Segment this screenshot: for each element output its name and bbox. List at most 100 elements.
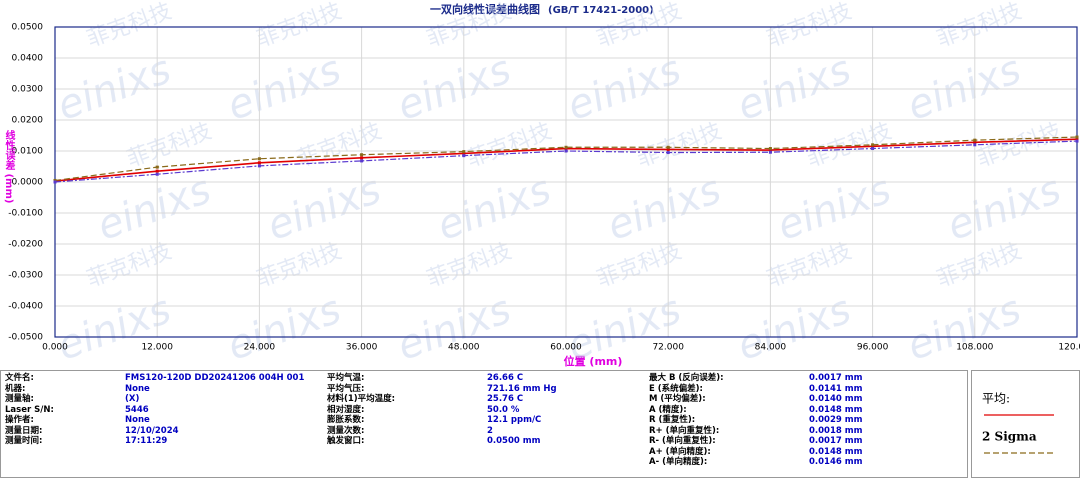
watermark-text: 菲克科技 — [594, 239, 685, 293]
info-value: 26.66 C — [487, 373, 524, 383]
y-tick-label: 0.0300 — [12, 85, 44, 95]
watermark-text: 菲克科技 — [84, 0, 175, 52]
x-tick-label: 120.000 — [1058, 343, 1080, 353]
watermark-text: einixs — [391, 47, 516, 130]
watermark-text: einixs — [221, 287, 346, 370]
watermark-text: 菲克科技 — [934, 239, 1025, 293]
info-label: 机器: — [5, 383, 26, 394]
watermark-text: 菲克科技 — [424, 239, 515, 293]
data-point — [155, 165, 159, 169]
watermark-text: einixs — [901, 287, 1026, 370]
y-tick-label: -0.0200 — [8, 240, 43, 250]
info-value: 0.0029 mm — [809, 415, 863, 425]
data-point — [257, 157, 261, 161]
legend: 平均: 2 Sigma — [971, 370, 1080, 478]
data-point — [257, 161, 261, 165]
data-point — [973, 140, 977, 144]
watermark-text: einixs — [901, 47, 1026, 130]
x-tick-label: 72.000 — [652, 343, 684, 353]
info-value: 0.0148 mm — [809, 404, 863, 415]
info-label: E (系统偏差): — [649, 383, 703, 394]
watermark-text: 菲克科技 — [764, 0, 855, 52]
info-value: 0.0017 mm — [809, 373, 863, 383]
x-tick-label: 48.000 — [448, 343, 480, 353]
x-tick-label: 96.000 — [857, 343, 889, 353]
info-label: 操作者: — [5, 415, 34, 425]
data-point — [564, 145, 568, 149]
watermark-text: einixs — [601, 167, 726, 250]
y-axis-label: 线性误差 (mm) — [3, 130, 14, 204]
data-point — [1075, 135, 1079, 139]
watermark-text: 菲克科技 — [294, 119, 385, 173]
info-label: 平均气压: — [327, 383, 365, 394]
watermark-text: einixs — [391, 287, 516, 370]
data-point — [155, 172, 159, 176]
data-point — [1075, 139, 1079, 143]
watermark-text: 菲克科技 — [254, 239, 345, 293]
info-label: 最大 B (反向误差): — [649, 373, 724, 383]
data-point — [666, 151, 670, 155]
watermark-text: einixs — [731, 47, 856, 130]
info-value: 0.0146 mm — [809, 457, 863, 467]
info-value: 721.16 mm Hg — [487, 383, 557, 394]
data-point — [155, 169, 159, 173]
data-point — [871, 147, 875, 151]
x-tick-label: 108.000 — [956, 343, 993, 353]
data-point — [360, 156, 364, 160]
x-tick-label: 12.000 — [141, 343, 173, 353]
y-tick-label: 0.0100 — [12, 147, 44, 157]
data-point — [768, 150, 772, 154]
y-tick-label: -0.0100 — [8, 209, 43, 219]
x-tick-label: 84.000 — [755, 343, 787, 353]
watermark-text: einixs — [771, 167, 896, 250]
info-label: 测量时间: — [5, 436, 43, 446]
data-point — [973, 138, 977, 142]
info-label: R (重复性): — [649, 415, 696, 425]
data-point — [871, 144, 875, 148]
info-label: 材料(1)平均温度: — [327, 394, 396, 404]
chart-title: 一双向线性误差曲线图 — [430, 2, 540, 16]
info-label: A+ (单向精度): — [649, 446, 711, 457]
watermark-text: einixs — [261, 167, 386, 250]
watermark-text: 菲克科技 — [84, 239, 175, 293]
info-label: 测量轴: — [5, 394, 34, 404]
legend-label: 2 Sigma — [982, 430, 1037, 444]
data-point — [360, 153, 364, 157]
y-tick-label: 0.0000 — [12, 178, 44, 188]
data-point — [462, 150, 466, 154]
info-label: 文件名: — [5, 373, 34, 383]
watermark-text: 菲克科技 — [254, 0, 345, 52]
x-tick-label: 36.000 — [346, 343, 378, 353]
data-point — [666, 145, 670, 149]
data-point — [53, 178, 57, 182]
watermark-text: einixs — [51, 47, 176, 130]
watermark: einixs菲克科技einixs菲克科技einixs菲克科技einixs菲克科技… — [51, 0, 1066, 370]
legend-graphic: 平均: 2 Sigma — [982, 392, 1054, 454]
data-point — [564, 149, 568, 153]
data-point — [257, 164, 261, 168]
y-tick-label: 0.0400 — [12, 54, 44, 64]
watermark-text: einixs — [51, 287, 176, 370]
watermark-text: 菲克科技 — [464, 119, 555, 173]
x-tick-label: 0.000 — [42, 343, 68, 353]
info-label: 测量次数: — [327, 425, 365, 436]
info-label: 相对湿度: — [327, 404, 365, 415]
info-label: A (精度): — [649, 404, 687, 415]
info-value: 50.0 % — [487, 404, 520, 415]
y-tick-label: 0.0200 — [12, 116, 44, 126]
info-value: 12/10/2024 — [125, 425, 179, 436]
info-value: None — [125, 383, 150, 394]
info-label: 平均气温: — [327, 373, 365, 383]
info-panel: 文件名: FMS120-120D DD20241206 004H 001 机器: No… — [0, 370, 968, 478]
chart-subtitle: (GB/T 17421-2000) — [548, 5, 654, 16]
info-value: 0.0017 mm — [809, 436, 863, 446]
info-value: 0.0148 mm — [809, 446, 863, 457]
info-label: Laser S/N: — [5, 404, 54, 415]
y-tick-label: -0.0500 — [8, 333, 43, 343]
info-label: R- (单向重复性): — [649, 436, 716, 446]
data-point — [973, 143, 977, 147]
watermark-text: einixs — [941, 167, 1066, 250]
info-value: 0.0018 mm — [809, 425, 863, 436]
x-tick-label: 24.000 — [244, 343, 276, 353]
